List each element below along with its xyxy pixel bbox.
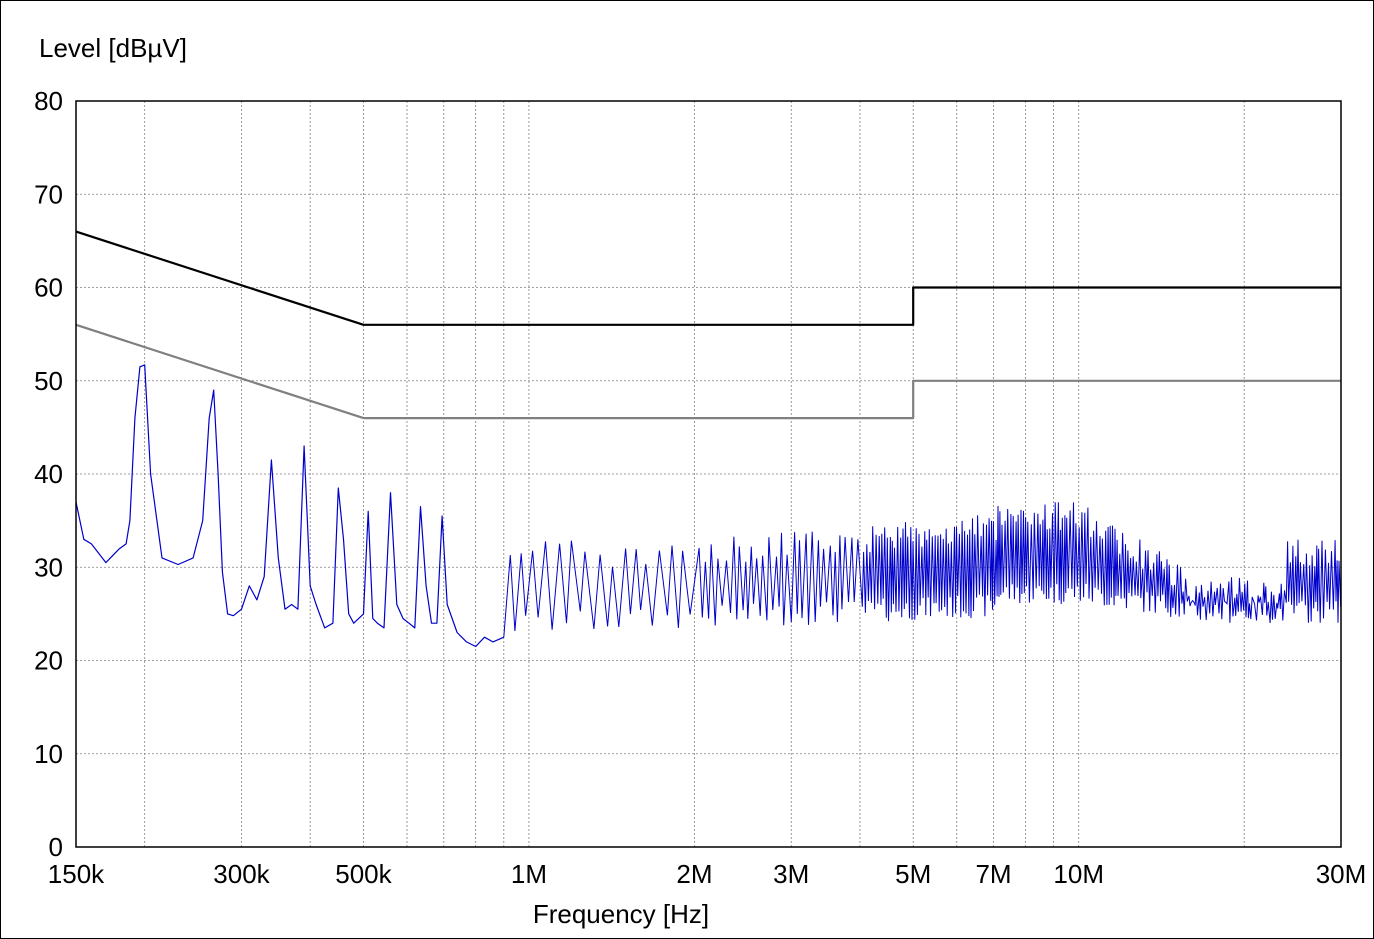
x-tick-label: 1M: [511, 859, 547, 889]
y-tick-label: 20: [34, 646, 63, 676]
grid-lines: [75, 100, 1342, 848]
series-layer: [75, 230, 1342, 648]
y-tick-labels: 0 10 20 30 40 50 60 70 80: [34, 86, 63, 862]
y-tick-label: 40: [34, 459, 63, 489]
y-tick-label: 50: [34, 366, 63, 396]
y-axis-label: Level [dBµV]: [39, 33, 187, 63]
x-tick-label: 500k: [335, 859, 392, 889]
x-axis-label: Frequency [Hz]: [533, 899, 709, 929]
plot-border: [75, 100, 1342, 848]
x-tick-label: 5M: [895, 859, 931, 889]
x-tick-label: 10M: [1053, 859, 1104, 889]
y-tick-label: 70: [34, 179, 63, 209]
limit-line-lower: [75, 323, 1341, 420]
x-tick-label: 3M: [773, 859, 809, 889]
y-tick-label: 10: [34, 739, 63, 769]
y-tick-label: 30: [34, 552, 63, 582]
y-tick-label: 60: [34, 273, 63, 303]
measurement-trace-dense: [503, 502, 1342, 638]
x-tick-label: 300k: [213, 859, 270, 889]
measurement-trace: [75, 364, 505, 648]
x-tick-label: 2M: [676, 859, 712, 889]
x-tick-labels: 150k 300k 500k 1M 2M 3M 5M 7M 10M 30M: [48, 859, 1366, 889]
x-tick-label: 150k: [48, 859, 105, 889]
y-tick-label: 80: [34, 86, 63, 116]
limit-line-upper: [75, 230, 1341, 326]
y-tick-label: 0: [49, 832, 63, 862]
x-tick-label: 30M: [1316, 859, 1367, 889]
x-tick-label: 7M: [975, 859, 1011, 889]
